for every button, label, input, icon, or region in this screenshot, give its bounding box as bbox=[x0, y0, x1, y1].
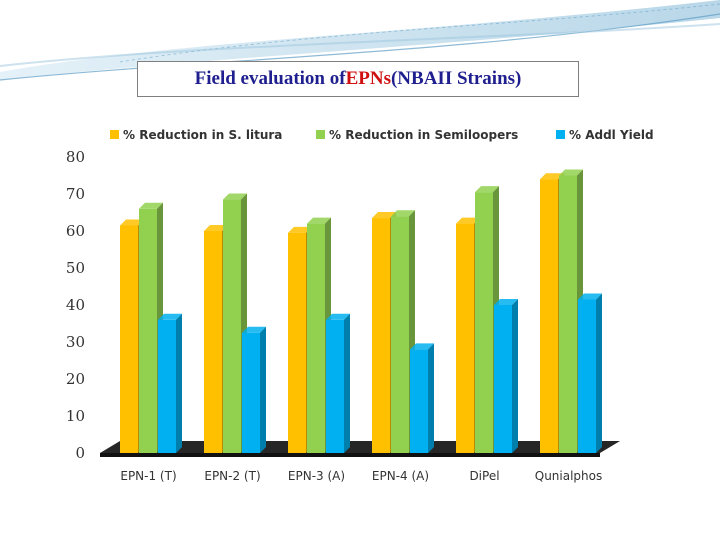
bar bbox=[559, 175, 577, 453]
slide-title: Field evaluation of EPNs (NBAII Strains) bbox=[137, 61, 579, 97]
bar-top bbox=[410, 343, 434, 350]
y-tick-label: 20 bbox=[66, 370, 85, 388]
bar bbox=[120, 225, 138, 453]
bar-side bbox=[260, 326, 266, 453]
x-category-label: EPN-2 (T) bbox=[204, 469, 260, 483]
y-tick-label: 70 bbox=[66, 185, 85, 203]
legend-label: % Addl Yield bbox=[569, 128, 654, 142]
bar bbox=[494, 305, 512, 453]
bar bbox=[540, 179, 558, 453]
bar bbox=[456, 223, 474, 453]
bar-side bbox=[176, 313, 182, 453]
legend-swatch bbox=[316, 130, 325, 139]
bar-side bbox=[512, 299, 518, 453]
bar bbox=[307, 223, 325, 453]
bar-top bbox=[391, 210, 415, 217]
bar-top bbox=[288, 226, 312, 233]
bar-top bbox=[223, 193, 247, 200]
x-category-label: EPN-4 (A) bbox=[372, 469, 429, 483]
x-category-label: Qunialphos bbox=[535, 469, 603, 483]
legend-swatch bbox=[110, 130, 119, 139]
bar-top bbox=[139, 202, 163, 209]
bar-top bbox=[372, 212, 396, 219]
y-tick-label: 0 bbox=[75, 444, 85, 462]
x-category-label: EPN-3 (A) bbox=[288, 469, 345, 483]
legend-label: % Reduction in Semiloopers bbox=[329, 128, 518, 142]
title-prefix: Field evaluation of bbox=[194, 68, 346, 89]
bar-top bbox=[158, 313, 182, 320]
bar-top bbox=[326, 313, 350, 320]
x-category-label: DiPel bbox=[469, 469, 499, 483]
bar bbox=[223, 199, 241, 453]
bar bbox=[372, 218, 390, 453]
decorative-header-swoosh bbox=[0, 0, 720, 81]
bar-top bbox=[475, 186, 499, 193]
bar-side bbox=[344, 313, 350, 453]
bar-top bbox=[559, 169, 583, 176]
bar bbox=[326, 319, 344, 453]
bar-top bbox=[578, 293, 602, 300]
x-category-label: EPN-1 (T) bbox=[120, 469, 176, 483]
bar-top bbox=[204, 225, 228, 231]
bar-top bbox=[242, 326, 266, 333]
bar bbox=[475, 192, 493, 453]
bar-top bbox=[120, 219, 144, 226]
y-tick-label: 30 bbox=[66, 333, 85, 351]
bar bbox=[158, 319, 176, 453]
bar-top bbox=[494, 299, 518, 305]
bar bbox=[139, 208, 157, 453]
bar-side bbox=[596, 293, 602, 453]
chart-floor-edge bbox=[100, 453, 600, 457]
title-highlight: EPNs bbox=[345, 68, 391, 89]
bar-top bbox=[307, 217, 331, 224]
legend-swatch bbox=[556, 130, 565, 139]
bar bbox=[410, 349, 428, 453]
y-tick-label: 10 bbox=[66, 407, 85, 425]
bar-top bbox=[540, 173, 564, 180]
bar bbox=[391, 216, 409, 453]
y-tick-label: 80 bbox=[66, 148, 85, 166]
bar-side bbox=[428, 343, 434, 453]
y-tick-label: 50 bbox=[66, 259, 85, 277]
bar bbox=[288, 232, 306, 453]
legend-label: % Reduction in S. litura bbox=[123, 128, 282, 142]
bar bbox=[242, 332, 260, 453]
y-tick-label: 60 bbox=[66, 222, 85, 240]
bar bbox=[204, 231, 222, 453]
bar-top bbox=[456, 217, 480, 224]
bar bbox=[578, 299, 596, 453]
y-tick-label: 40 bbox=[66, 296, 85, 314]
title-suffix: (NBAII Strains) bbox=[390, 68, 522, 89]
